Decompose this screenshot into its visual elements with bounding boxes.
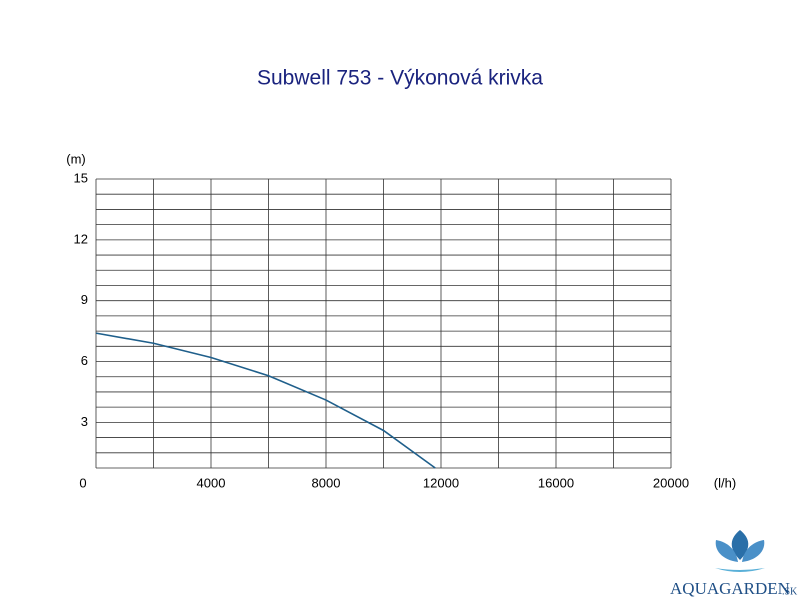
logo-petal — [715, 540, 738, 562]
logo-water — [715, 568, 765, 572]
logo-petal — [731, 530, 749, 560]
logo-petal — [742, 540, 765, 562]
line-series — [95, 332, 436, 469]
logo-suffix: .SK — [782, 586, 798, 597]
y-tick-label: 3 — [81, 414, 88, 429]
y-axis-label: (m) — [66, 151, 86, 166]
x-axis-label: (l/h) — [714, 475, 736, 490]
y-tick-label: 15 — [74, 170, 88, 185]
x-tick-label: 16000 — [538, 475, 574, 490]
x-tick-label: 4000 — [197, 475, 226, 490]
x-tick-label: 20000 — [653, 475, 689, 490]
y-tick-label: 9 — [81, 292, 88, 307]
y-tick-label: 12 — [74, 231, 88, 246]
logo: AQUAGARDEN .SK — [670, 530, 798, 598]
y-tick-label: 6 — [81, 353, 88, 368]
logo-text: AQUAGARDEN — [670, 579, 790, 598]
x-tick-label: 0 — [79, 475, 86, 490]
x-tick-label: 12000 — [423, 475, 459, 490]
chart-title: Subwell 753 - Výkonová krivka — [257, 67, 543, 90]
x-tick-label: 8000 — [312, 475, 341, 490]
